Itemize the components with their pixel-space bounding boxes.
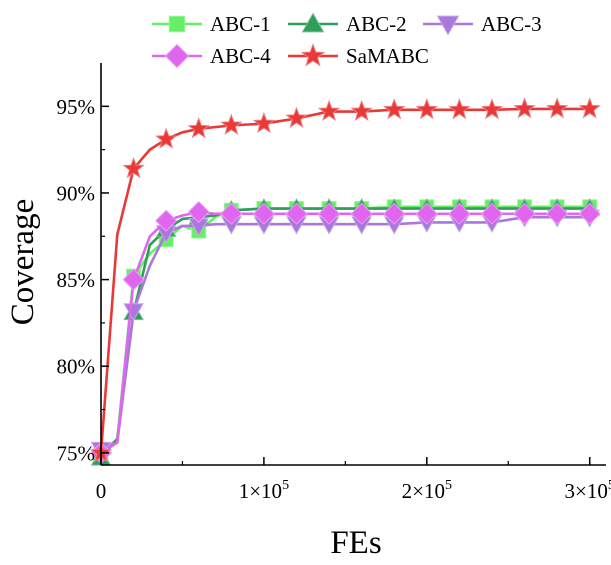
series-line-abc-2: [101, 209, 590, 459]
data-point-samabc: [384, 99, 404, 118]
x-axis-label: FEs: [330, 525, 381, 560]
data-point-samabc: [482, 99, 502, 118]
legend-marker: [302, 45, 324, 66]
legend-marker: [166, 45, 189, 68]
data-point-samabc: [221, 115, 241, 134]
y-tick-label: 80%: [57, 355, 96, 379]
y-axis-label: Coverage: [5, 199, 41, 325]
legend-item-abc-1: ABC-1: [152, 12, 271, 36]
legend-item-abc-2: ABC-2: [288, 12, 407, 36]
series-line-abc-3: [101, 217, 590, 449]
data-point-samabc: [580, 99, 600, 118]
data-point-samabc: [547, 99, 567, 118]
legend-label: SaMABC: [346, 44, 429, 68]
data-point-samabc: [189, 118, 209, 137]
legend-label: ABC-2: [346, 12, 407, 36]
legend-marker: [169, 16, 185, 32]
legend-item-samabc: SaMABC: [288, 44, 429, 68]
legend-label: ABC-4: [210, 44, 271, 68]
x-tick-label: 3×105: [565, 478, 611, 503]
series-abc-1: [94, 200, 597, 460]
legend-label: ABC-1: [210, 12, 271, 36]
legend-item-abc-3: ABC-3: [423, 12, 542, 36]
y-tick-label: 75%: [57, 441, 96, 465]
x-tick-label: 2×105: [402, 478, 452, 503]
data-point-samabc: [450, 99, 470, 118]
data-point-samabc: [417, 99, 437, 118]
series-line-samabc: [101, 109, 590, 453]
series-line-abc-4: [101, 212, 590, 453]
y-tick-label: 95%: [57, 95, 96, 119]
series-layer: [91, 99, 600, 466]
data-point-samabc: [254, 113, 274, 132]
legend: ABC-1 ABC-2 ABC-3 ABC-4 SaMABC: [152, 12, 542, 68]
legend-label: ABC-3: [481, 12, 542, 36]
series-samabc: [91, 99, 599, 462]
legend-item-abc-4: ABC-4: [152, 44, 271, 68]
legend-marker: [303, 14, 324, 32]
x-tick-label: 1×105: [239, 478, 289, 503]
y-tick-label: 85%: [57, 268, 96, 292]
x-tick-label: 0: [96, 479, 107, 503]
data-point-samabc: [319, 101, 339, 120]
y-tick-label: 90%: [57, 181, 96, 205]
data-point-samabc: [515, 99, 535, 118]
data-point-samabc: [287, 108, 307, 127]
legend-marker: [438, 16, 459, 34]
series-line-abc-1: [101, 207, 590, 453]
data-point-samabc: [352, 101, 372, 120]
series-abc-3: [92, 210, 600, 459]
